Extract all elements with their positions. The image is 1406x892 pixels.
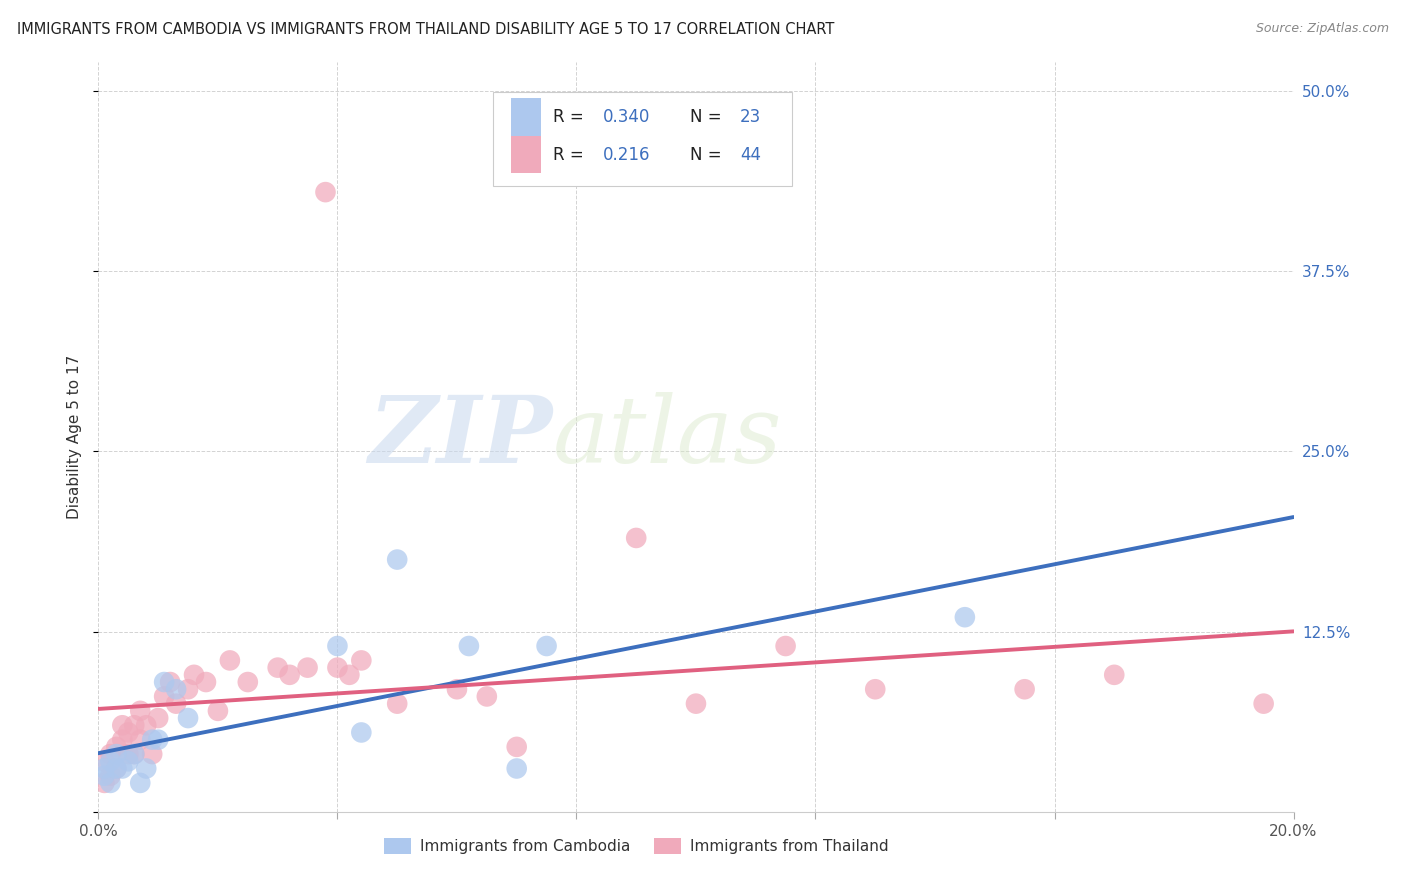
Point (98, 776, 122, 790)
Point (105, 747, 128, 761)
Point (165, 682, 187, 697)
Point (195, 675, 218, 690)
Text: R =: R = (553, 108, 589, 126)
Point (105, 762, 128, 776)
Point (953, 610, 976, 624)
Point (148, 711, 170, 725)
Point (98, 747, 122, 761)
Point (177, 682, 200, 697)
Point (278, 668, 301, 682)
Point (458, 639, 481, 653)
Point (165, 697, 187, 711)
Text: 0.216: 0.216 (603, 145, 650, 163)
Point (267, 660, 290, 674)
Point (506, 739, 529, 754)
Point (93, 754, 115, 768)
Point (1014, 682, 1036, 697)
FancyBboxPatch shape (510, 136, 541, 173)
Point (626, 531, 648, 545)
Point (98, 769, 122, 783)
Text: 23: 23 (740, 108, 762, 126)
Y-axis label: Disability Age 5 to 17: Disability Age 5 to 17 (67, 355, 83, 519)
Point (105, 739, 128, 754)
Point (315, 185, 337, 199)
Point (93, 769, 115, 783)
Point (475, 690, 498, 704)
Text: atlas: atlas (553, 392, 782, 482)
Point (685, 697, 707, 711)
Point (141, 747, 163, 761)
Point (446, 682, 468, 697)
Text: IMMIGRANTS FROM CAMBODIA VS IMMIGRANTS FROM THAILAND DISABILITY AGE 5 TO 17 CORR: IMMIGRANTS FROM CAMBODIA VS IMMIGRANTS F… (17, 22, 834, 37)
Point (111, 732, 134, 747)
Point (98, 754, 122, 768)
Point (339, 668, 361, 682)
Point (124, 747, 146, 761)
Point (117, 754, 139, 768)
Point (385, 552, 409, 566)
Point (129, 704, 152, 718)
Point (93, 776, 115, 790)
Text: R =: R = (553, 145, 593, 163)
Point (236, 675, 259, 690)
Point (177, 711, 200, 725)
Point (105, 762, 128, 776)
FancyBboxPatch shape (494, 93, 792, 186)
Point (93, 762, 115, 776)
Point (1104, 668, 1126, 682)
Point (117, 747, 139, 761)
Text: N =: N = (690, 108, 727, 126)
Point (124, 718, 146, 732)
Point (350, 653, 373, 667)
Point (159, 675, 181, 690)
Point (775, 639, 797, 653)
Text: Source: ZipAtlas.com: Source: ZipAtlas.com (1256, 22, 1389, 36)
Point (297, 660, 319, 674)
Point (129, 732, 152, 747)
Point (153, 675, 176, 690)
Point (141, 732, 163, 747)
Point (385, 697, 409, 711)
Point (153, 690, 176, 704)
Point (506, 762, 529, 776)
Point (207, 704, 229, 718)
Point (111, 762, 134, 776)
Point (1253, 697, 1275, 711)
Point (111, 718, 134, 732)
Point (124, 747, 146, 761)
Point (326, 660, 349, 674)
Text: N =: N = (690, 145, 727, 163)
Point (117, 725, 139, 739)
Point (135, 762, 157, 776)
Text: ZIP: ZIP (368, 392, 553, 482)
Point (148, 732, 170, 747)
FancyBboxPatch shape (510, 98, 541, 136)
Text: 44: 44 (740, 145, 761, 163)
Point (135, 718, 157, 732)
Point (219, 653, 242, 667)
Point (865, 682, 887, 697)
Point (350, 725, 373, 739)
Point (129, 776, 152, 790)
Point (536, 639, 558, 653)
Text: 0.340: 0.340 (603, 108, 650, 126)
Point (326, 639, 349, 653)
Legend: Immigrants from Cambodia, Immigrants from Thailand: Immigrants from Cambodia, Immigrants fro… (377, 832, 896, 860)
Point (183, 668, 205, 682)
